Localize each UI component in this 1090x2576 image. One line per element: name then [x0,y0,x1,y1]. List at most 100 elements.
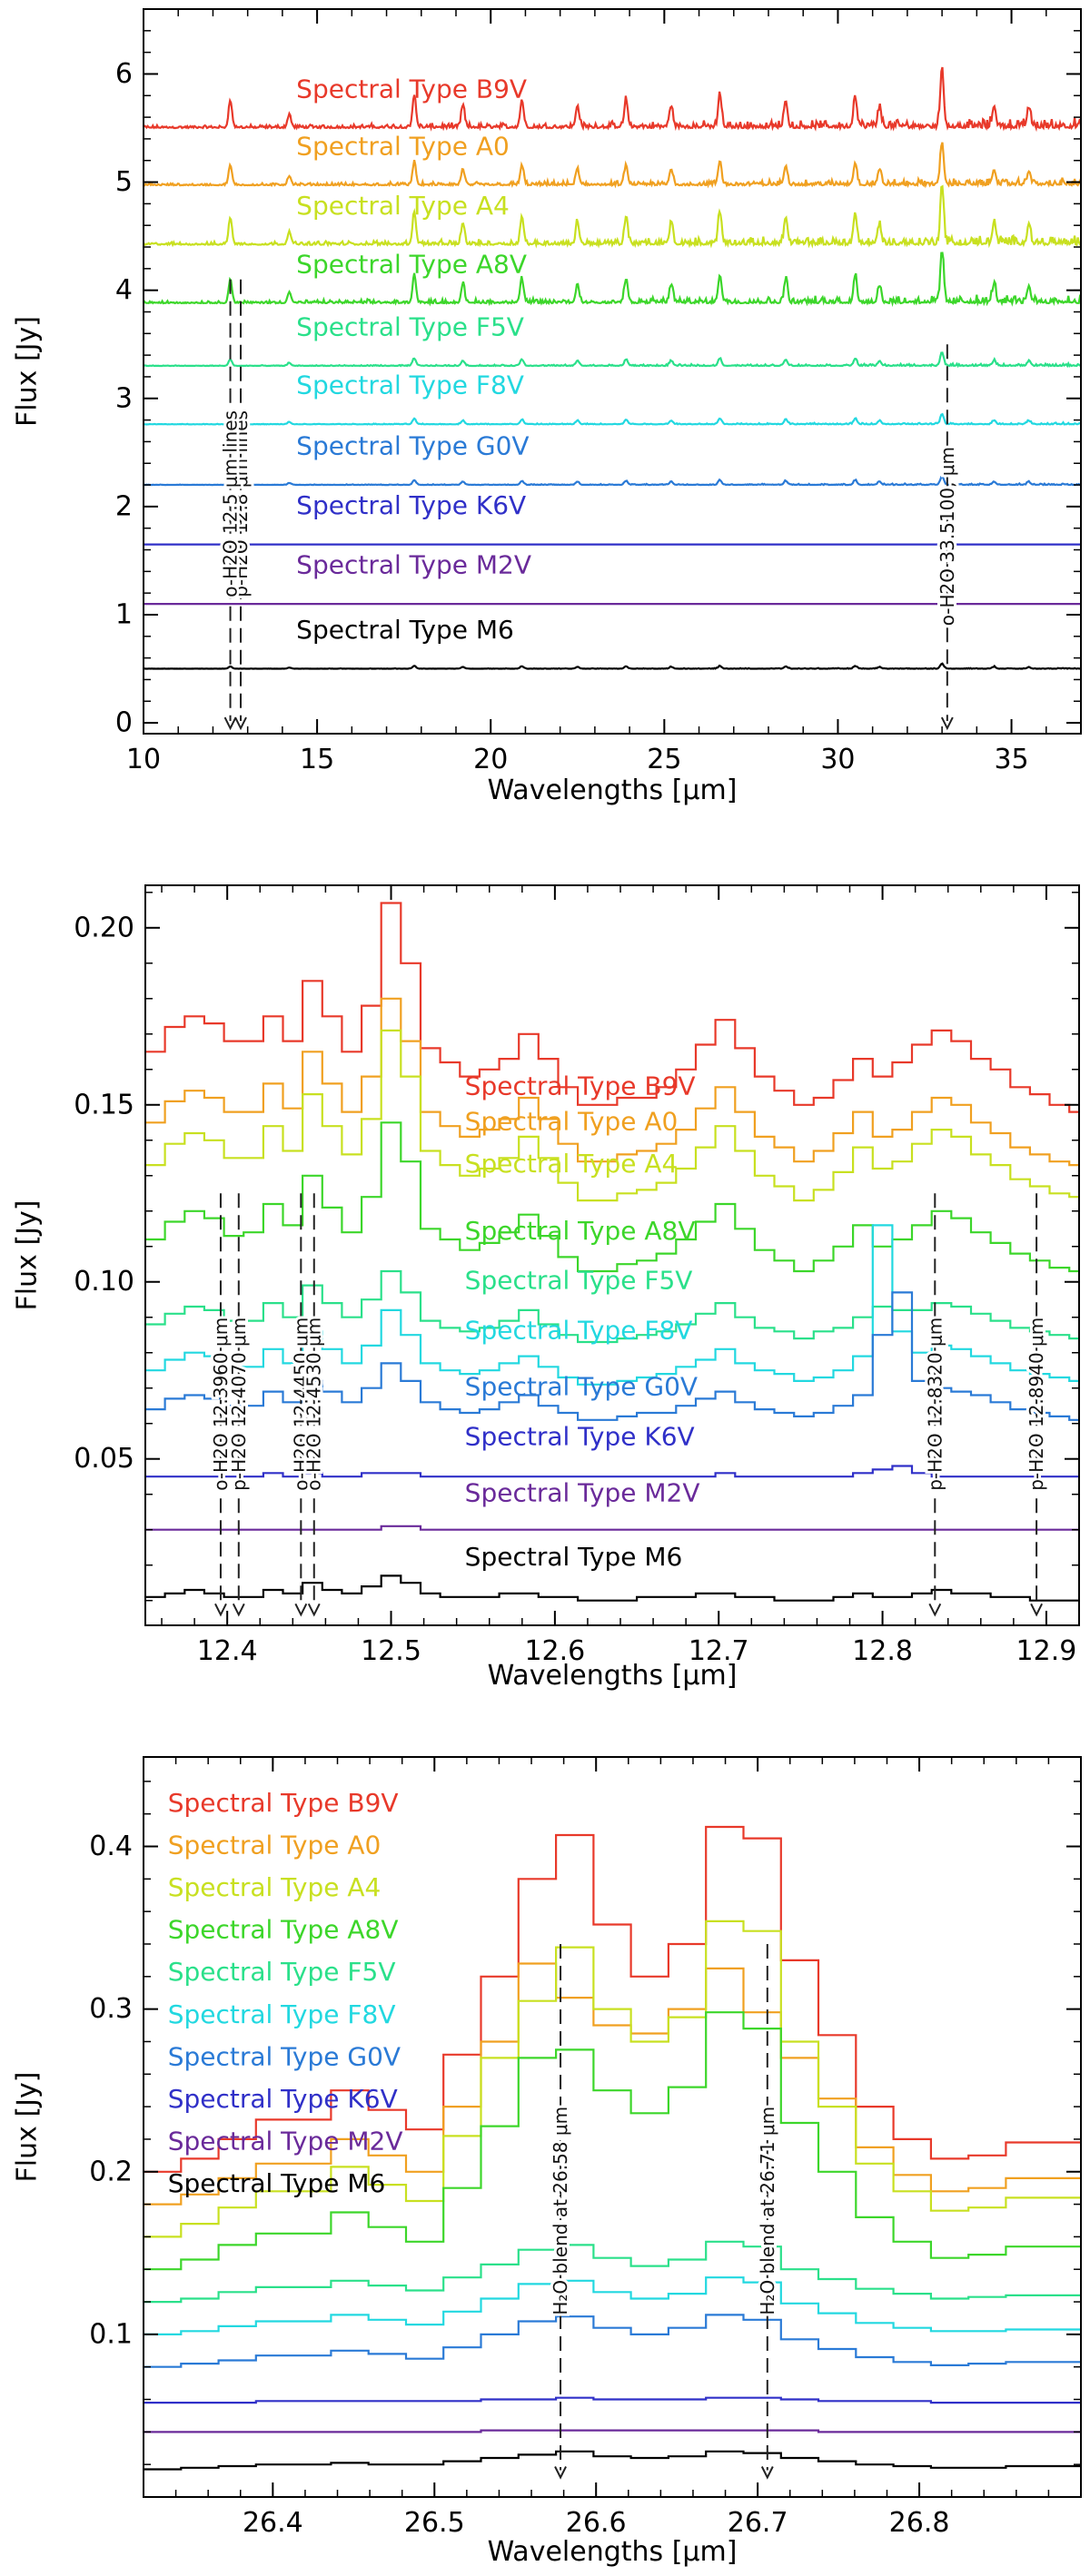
y-tick-label: 0.20 [74,912,134,943]
legend-label-2: Spectral Type A4 [296,191,510,221]
y-tick-label: 0.15 [74,1089,134,1120]
series-line-5 [144,412,1081,426]
annotation-arrow-1 [232,1603,245,1617]
annotation-arrow-1 [760,2466,774,2480]
series-line-4 [144,351,1081,369]
plot-frame [143,8,1082,735]
x-tick-label: 12.7 [689,1635,749,1667]
annotation-arrow-3 [307,1603,321,1617]
x-tick-label: 26.5 [404,2507,465,2539]
series-group [144,1825,1081,2471]
series-line-2 [144,184,1081,249]
series-line-9 [145,1574,1079,1602]
series-line-6 [145,1291,1079,1421]
legend-label-5: Spectral Type F8V [465,1315,693,1345]
plot-frame [143,1756,1082,2498]
series-group [144,66,1081,670]
x-tick-label: 10 [126,744,161,775]
y-tick-label: 3 [115,382,133,414]
y-tick-label: 6 [115,58,133,90]
series-line-0 [144,66,1081,133]
legend-label-5: Spectral Type F8V [168,1999,396,2029]
y-tick-label: 0.4 [89,1831,133,1862]
x-tick-label: 12.8 [852,1635,913,1667]
legend-label-0: Spectral Type B9V [465,1071,696,1100]
legend-label-9: Spectral Type M6 [168,2168,386,2198]
y-tick-label: 0.10 [74,1266,134,1298]
legend-label-1: Spectral Type A0 [465,1106,679,1136]
y-tick-label: 0.3 [89,1993,133,2025]
series-line-8 [144,2429,1081,2433]
annotation-arrow-0 [554,2466,567,2480]
series-line-3 [144,2011,1081,2271]
annotation-arrow-5 [1030,1603,1044,1617]
x-tick-label: 26.8 [889,2507,950,2539]
annotation-label-0: o-H2O 12.3960 μm [210,1318,232,1491]
series-line-7 [145,1465,1079,1478]
series-line-9 [144,2450,1081,2471]
legend-label-8: Spectral Type M2V [168,2127,403,2157]
legend-label-9: Spectral Type M6 [296,615,514,645]
series-line-5 [144,2276,1081,2335]
series-line-3 [144,252,1081,308]
series-group [145,902,1079,1602]
y-tick-label: 1 [115,598,133,630]
series-line-0 [145,902,1079,1113]
legend-label-3: Spectral Type A8V [465,1216,696,1246]
y-tick-label: 0 [115,707,133,739]
x-axis-label: Wavelengths [μm] [488,775,738,806]
series-line-6 [144,2314,1081,2368]
x-axis-label: Wavelengths [μm] [488,2536,738,2568]
y-axis-label: Flux [Jy] [12,2072,44,2183]
legend-label-1: Spectral Type A0 [296,131,510,161]
annotation-arrow-0 [234,716,247,731]
series-line-9 [144,662,1081,670]
series-line-3 [145,1121,1079,1273]
legend-label-3: Spectral Type A8V [168,1915,399,1945]
annotation-arrow-4 [928,1603,942,1617]
x-tick-label: 26.4 [243,2507,303,2539]
x-tick-label: 12.6 [524,1635,585,1667]
annotation-arrow-1 [223,716,237,731]
series-line-8 [145,1525,1079,1531]
legend-label-0: Spectral Type B9V [296,74,527,104]
y-tick-label: 0.2 [89,2156,133,2187]
x-tick-label: 12.9 [1016,1635,1077,1667]
series-line-0 [144,1825,1081,2173]
y-axis-label: Flux [Jy] [12,1200,44,1311]
plot-frame [144,884,1080,1626]
y-tick-label: 0.1 [89,2318,133,2350]
annotation-label-0: p-H2O 12.8 μm lines [230,410,252,597]
y-axis-label: Flux [Jy] [12,316,44,427]
annotation-label-3: o-H2O 12.4530 μm [303,1318,325,1491]
legend-label-7: Spectral Type K6V [465,1421,695,1451]
legend-label-4: Spectral Type F5V [296,311,524,341]
y-tick-label: 0.05 [74,1443,134,1475]
annotation-label-1: p-H2O 12.4070 μm [228,1318,250,1491]
series-line-1 [144,1962,1081,2206]
annotation-label-2: o-H2O 33.5100, μm [936,447,958,626]
x-tick-label: 20 [473,744,508,775]
series-line-1 [144,142,1081,189]
x-tick-label: 35 [994,744,1028,775]
annotation-label-5: p-H2O 12.8940 μm [1026,1318,1047,1491]
legend-label-6: Spectral Type G0V [168,2041,401,2071]
series-line-1 [145,997,1079,1167]
annotation-label-1: o-H2O 12.5 μm lines [220,410,242,597]
series-line-5 [145,1224,1079,1386]
x-tick-label: 26.6 [566,2507,627,2539]
legend-label-5: Spectral Type F8V [296,370,524,400]
legend-label-2: Spectral Type A4 [465,1149,679,1179]
x-tick-label: 12.4 [197,1635,258,1667]
y-tick-label: 5 [115,166,133,198]
annotation-arrow-0 [214,1603,227,1617]
legend-label-2: Spectral Type A4 [168,1872,382,1902]
annotation-arrow-2 [294,1603,308,1617]
legend-label-6: Spectral Type G0V [465,1372,698,1402]
legend-label-0: Spectral Type B9V [168,1788,399,1818]
annotation-label-0: H₂O blend at 26.58 μm [550,2107,571,2315]
series-line-2 [145,1029,1079,1202]
series-line-6 [144,475,1081,487]
chart-panel-12um-zoom: o-H2O 12.3960 μmp-H2O 12.4070 μm o-H2O 12… [12,884,1080,1692]
legend-label-8: Spectral Type M2V [465,1478,700,1508]
